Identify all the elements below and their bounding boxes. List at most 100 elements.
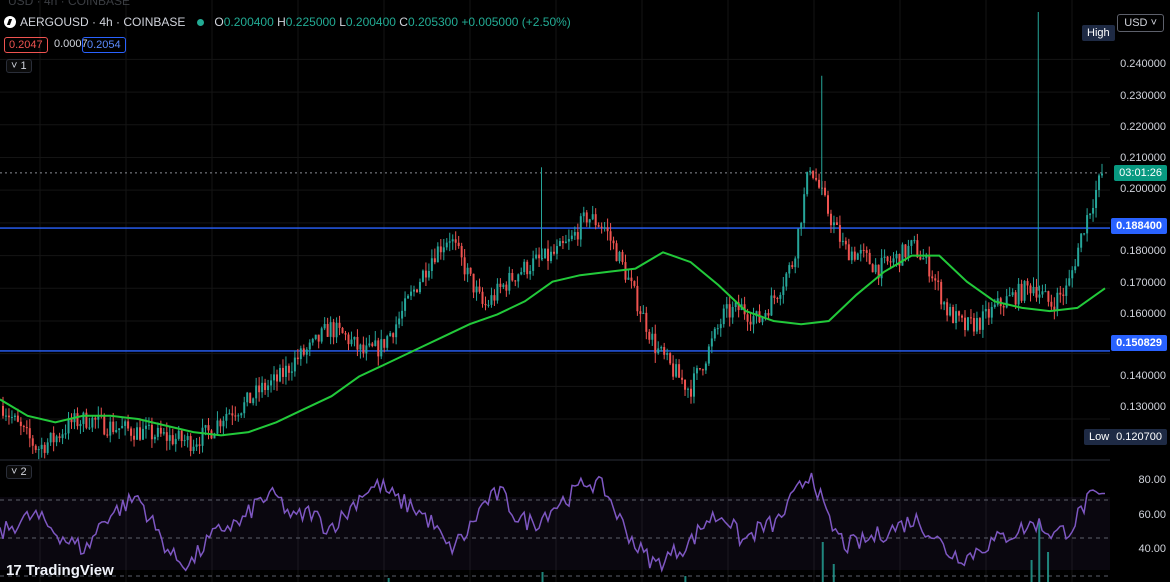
candle-body [228,413,231,415]
candle-body [922,258,925,260]
candle-body [1023,281,1026,301]
candle-body [481,291,484,304]
candle-body [1011,292,1014,296]
candle-body [907,245,910,258]
candle-body [1053,306,1056,311]
candle-body [829,213,832,226]
tradingview-brand[interactable]: 17 TradingView [6,562,114,579]
candle-body [824,187,827,196]
candle-body [1086,215,1089,234]
candle-body [478,286,481,292]
symbol-title: AERGOUSD · 4h · COINBASE [20,15,186,29]
candle-body [433,258,436,263]
candle-body [198,444,201,446]
candle-body [347,334,350,345]
currency-selector[interactable]: USD ˅ [1117,14,1164,32]
candle-body [180,430,183,442]
candle-body [58,436,61,439]
candle-body [648,331,651,340]
candle-body [937,280,940,282]
chevron-down-icon: ˅ [1150,17,1157,29]
candle-body [1020,283,1023,301]
candle-body [13,415,16,418]
candle-body [597,225,600,227]
candle-body [1032,286,1035,294]
candle-body [859,249,862,254]
candle-body [868,252,871,265]
candle-body [404,298,407,311]
candle-body [627,277,630,280]
candle-body [526,261,529,275]
candle-body [311,338,314,343]
candle-body [439,246,442,253]
candle-body [570,235,573,240]
candle-body [421,270,424,282]
candle-body [555,246,558,254]
candle-body [886,256,889,262]
main-pane-toggle[interactable]: ˅ 1 [6,59,32,73]
candle-body [511,272,514,281]
candle-body [844,240,847,245]
candle-body [97,415,100,420]
candle-body [133,435,136,440]
candle-body [558,241,561,247]
candle-body [1068,278,1071,286]
upper-line-tag[interactable]: 0.188400 [1111,218,1167,234]
candle-body [889,261,892,263]
candle-body [159,427,162,434]
candle-body [186,436,189,441]
candle-body [418,281,421,293]
candle-body [329,322,332,337]
candle-body [299,348,302,360]
candle-body [19,421,22,427]
candle-body [731,307,734,318]
candle-body [243,402,246,414]
lower-line-tag[interactable]: 0.150829 [1111,335,1167,351]
candle-body [794,258,797,268]
candle-body [669,353,672,364]
candle-body [624,262,627,280]
candle-body [350,339,353,345]
candle-body [183,440,186,442]
candle-body [904,244,907,258]
symbol-legend[interactable]: AERGOUSD · 4h · COINBASE O0.200400 H0.22… [4,15,571,29]
candle-body [43,444,46,453]
candle-body [502,284,505,287]
candle-body [1035,286,1038,298]
candle-body [368,343,371,346]
candle-body [707,346,710,364]
candle-body [392,333,395,338]
candle-body [529,270,532,275]
candle-body [398,318,401,325]
grid-lines [0,0,1110,582]
candle-body [276,374,279,382]
candle-body [764,313,767,317]
candle-body [898,253,901,266]
countdown-tag: 03:01:26 [1114,165,1167,181]
candle-body [246,392,249,403]
low-value: 0.200400 [345,15,396,29]
bid-price-box[interactable]: 0.2047 [4,37,48,53]
candle-body [1044,291,1047,293]
candle-body [639,311,642,314]
candle-body [219,420,222,427]
ask-price-box[interactable]: 0.2054 [82,37,126,53]
candle-body [579,216,582,240]
candle-body [767,313,770,316]
rsi-pane-toggle[interactable]: ˅ 2 [6,465,32,479]
candle-body [880,257,883,279]
candle-body [925,255,928,259]
rsi-guide-lines [0,499,1110,577]
horizontal-price-lines [0,172,1110,352]
candle-body [779,294,782,299]
candle-body [1056,292,1059,311]
candle-body [231,413,234,416]
candle-body [94,417,97,420]
candle-body [642,312,645,314]
candle-body [1026,281,1029,286]
candle-body [139,427,142,440]
price-tick-label: 0.210000 [1120,152,1166,164]
candle-body [564,241,567,244]
candle-body [901,244,904,266]
